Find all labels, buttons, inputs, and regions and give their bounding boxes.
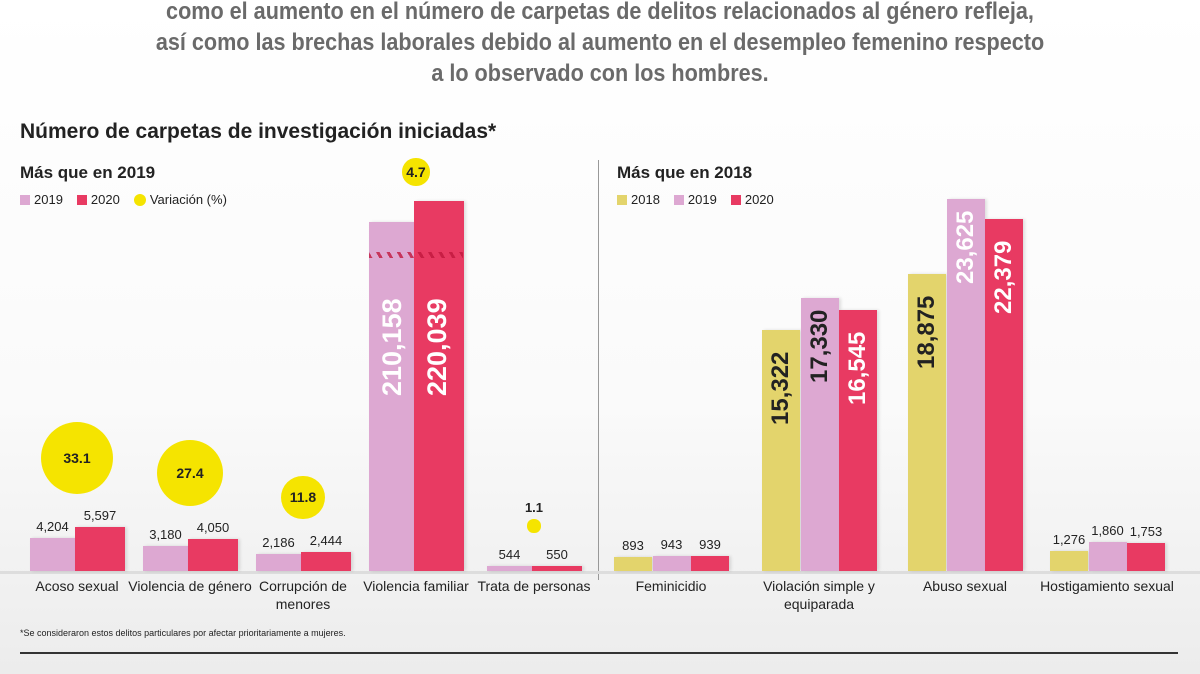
intro-text: como el aumento en el número de carpetas… bbox=[155, 0, 1045, 87]
bar-value-label: 15,322 bbox=[767, 351, 794, 425]
bar-value-label: 3,180 bbox=[149, 527, 182, 542]
bar-value-label: 1,276 bbox=[1052, 531, 1086, 547]
bar-2020 bbox=[414, 201, 464, 571]
bar-value-label: 16,545 bbox=[844, 332, 871, 406]
bar-2018 bbox=[762, 329, 800, 571]
legend-2018: 2018 bbox=[617, 192, 660, 207]
bar-value-label: 2,186 bbox=[262, 534, 295, 550]
bar-2019 bbox=[487, 566, 532, 571]
legend-2020: 2020 bbox=[76, 192, 120, 207]
variation-bubble: 11.8 bbox=[281, 475, 325, 519]
section-rule bbox=[20, 652, 1178, 654]
bar-2020 bbox=[188, 539, 238, 571]
legend-2019: 2019 bbox=[20, 192, 63, 207]
bar-value-label: 22,379 bbox=[990, 240, 1017, 314]
bar-value-label: 210,158 bbox=[377, 298, 407, 396]
bar-value-label: 220,039 bbox=[422, 298, 452, 396]
variation-label: 1.1 bbox=[524, 500, 544, 515]
baseline bbox=[0, 571, 1200, 574]
bar-value-label: 544 bbox=[498, 547, 521, 562]
footnote: *Se consideraron estos delitos particula… bbox=[20, 628, 346, 638]
right-subtitle: Más que en 2018 bbox=[617, 163, 753, 182]
variation-bubble bbox=[527, 519, 541, 533]
legend-2019: 2019 bbox=[673, 192, 717, 207]
bar-value-label: 2,444 bbox=[309, 532, 343, 548]
bar-2020 bbox=[691, 556, 729, 571]
variation-bubble: 27.4 bbox=[157, 440, 223, 507]
bar-2019 bbox=[143, 546, 188, 571]
variation-bubble: 4.7 bbox=[402, 158, 430, 186]
bar-value-label: 1,860 bbox=[1091, 522, 1124, 538]
bar-2019 bbox=[800, 298, 839, 571]
bar-value-label: 943 bbox=[660, 537, 683, 553]
bar-2019 bbox=[1088, 541, 1127, 571]
bar-2018 bbox=[614, 556, 652, 571]
chart-title: Número de carpetas de investigación inic… bbox=[20, 120, 497, 143]
bar-value-label: 5,597 bbox=[83, 508, 117, 523]
bar-value-label: 1,753 bbox=[1129, 524, 1163, 540]
bar-value-label: 18,875 bbox=[913, 295, 940, 369]
right-legend: 2018 2019 2020 bbox=[617, 192, 774, 207]
left-legend: 2019 2020 Variación (%) bbox=[20, 192, 227, 207]
bar-2020 bbox=[985, 218, 1023, 571]
bar-value-label: 550 bbox=[546, 547, 568, 562]
bar-2019 bbox=[256, 553, 301, 571]
bar-2020 bbox=[839, 310, 877, 571]
bar-2018 bbox=[1050, 550, 1088, 571]
category-label: Hostigamiento sexual bbox=[1040, 578, 1174, 594]
category-label: Corrupción de menores bbox=[259, 578, 347, 612]
bar-value-label: 893 bbox=[622, 537, 644, 553]
bar-2019 bbox=[369, 222, 414, 571]
bar-2020 bbox=[75, 527, 125, 571]
category-label: Abuso sexual bbox=[922, 578, 1008, 594]
category-label: Violencia familiar bbox=[363, 578, 469, 594]
category-label: Acoso sexual bbox=[35, 578, 119, 594]
bar-2020 bbox=[532, 566, 582, 571]
bar-value-label: 4,050 bbox=[196, 520, 230, 536]
category-label: Violencia de género bbox=[128, 578, 252, 594]
category-label: Violación simple y equiparada bbox=[763, 578, 875, 612]
bar-value-label: 4,204 bbox=[36, 518, 69, 534]
bar-2019 bbox=[652, 556, 691, 571]
legend-variation: Variación (%) bbox=[133, 192, 227, 207]
bar-2019 bbox=[30, 537, 75, 571]
legend-2020: 2020 bbox=[730, 192, 774, 207]
panel-divider bbox=[598, 160, 599, 580]
bar-value-label: 939 bbox=[699, 537, 721, 553]
bar-2020 bbox=[1127, 543, 1165, 571]
category-label: Trata de personas bbox=[477, 578, 591, 594]
bar-value-label: 17,330 bbox=[805, 309, 833, 384]
category-label: Feminicidio bbox=[635, 578, 707, 594]
bar-2018 bbox=[908, 273, 946, 571]
left-subtitle: Más que en 2019 bbox=[20, 163, 156, 182]
axis-break bbox=[369, 252, 463, 258]
bar-2019 bbox=[946, 198, 985, 571]
bar-2020 bbox=[301, 551, 351, 571]
variation-bubble: 33.1 bbox=[40, 421, 114, 494]
bar-value-label: 23,625 bbox=[951, 210, 979, 284]
